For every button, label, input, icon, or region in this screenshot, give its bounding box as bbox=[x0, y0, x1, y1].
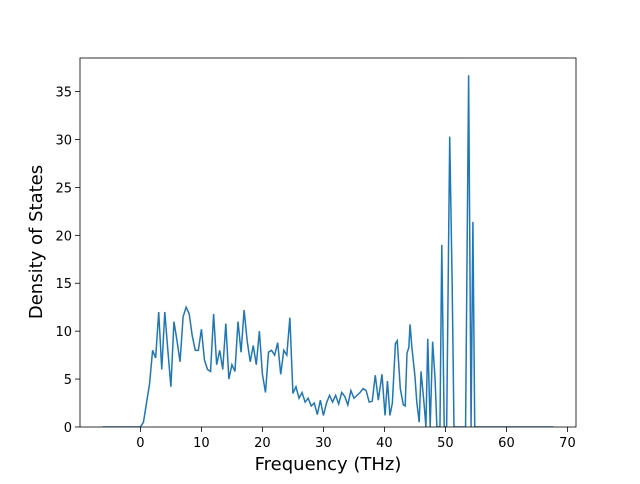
y-tick-label: 30 bbox=[55, 133, 72, 148]
x-tick-label: 20 bbox=[254, 436, 271, 451]
x-tick-label: 70 bbox=[559, 436, 576, 451]
y-tick-label: 35 bbox=[55, 86, 72, 101]
y-tick-label: 20 bbox=[55, 229, 72, 244]
y-axis-label: Density of States bbox=[26, 165, 47, 319]
x-tick-label: 40 bbox=[376, 436, 393, 451]
y-tick-label: 25 bbox=[55, 181, 72, 196]
x-tick-label: 0 bbox=[136, 436, 144, 451]
plot-frame bbox=[79, 57, 577, 428]
y-tick-label: 10 bbox=[55, 325, 72, 340]
x-tick-label: 50 bbox=[437, 436, 454, 451]
data-line bbox=[102, 75, 554, 427]
y-tick-label: 5 bbox=[64, 373, 72, 388]
x-tick-label: 10 bbox=[193, 436, 210, 451]
x-tick-label: 60 bbox=[498, 436, 515, 451]
y-tick-label: 15 bbox=[55, 277, 72, 292]
x-axis-label: Frequency (THz) bbox=[255, 454, 402, 475]
x-tick-label: 30 bbox=[315, 436, 332, 451]
y-tick-label: 0 bbox=[64, 421, 72, 436]
